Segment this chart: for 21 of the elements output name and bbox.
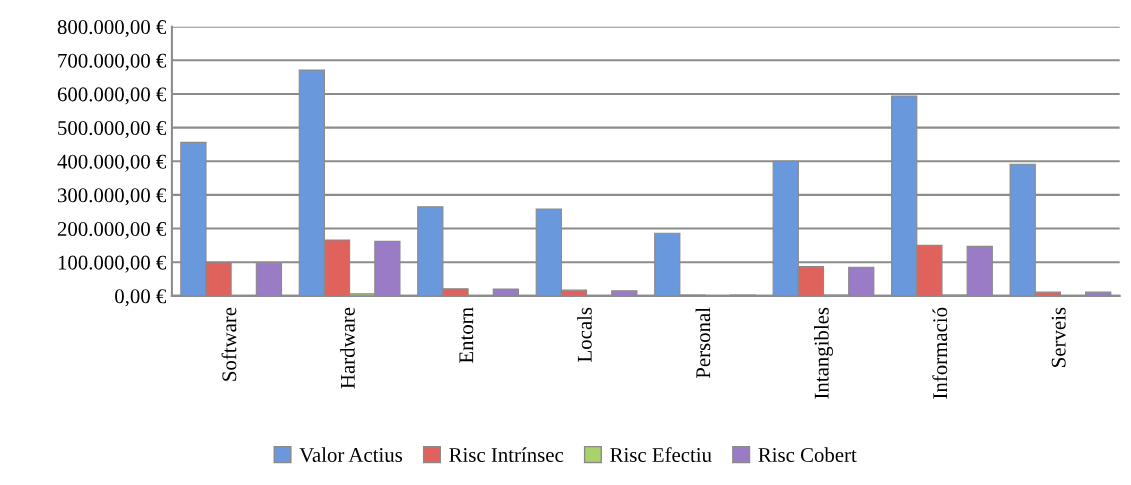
y-tick-label: 0,00 € xyxy=(115,289,167,307)
x-tick-label: Hardware xyxy=(340,307,355,389)
legend-label: Risc Intrínsec xyxy=(449,447,564,463)
x-tick-label: Intangibles xyxy=(814,307,833,399)
x-tick-label: Serveis xyxy=(1051,307,1066,367)
y-tick-label: 800.000,00 € xyxy=(57,20,167,38)
x-tick-label: Locals xyxy=(577,307,592,362)
y-tick-label: 700.000,00 € xyxy=(58,53,167,71)
y-tick-label: 400.000,00 € xyxy=(57,154,167,172)
x-tick-label: Software xyxy=(221,307,237,381)
y-tick-label: 200.000,00 € xyxy=(57,221,167,239)
y-tick-label: 100.000,00 € xyxy=(58,255,167,273)
y-tick-label: 500.000,00 € xyxy=(58,120,167,139)
legend-label: Risc Cobert xyxy=(758,447,857,463)
x-tick-label: Informació xyxy=(932,307,948,399)
legend-label: Risc Efectiu xyxy=(610,447,712,463)
y-tick-label: 300.000,00 € xyxy=(57,188,167,206)
y-tick-label: 600.000,00 € xyxy=(57,87,167,105)
x-tick-label: Personal xyxy=(695,307,711,379)
legend-label: Valor Actius xyxy=(299,447,403,463)
x-tick-label: Entorn xyxy=(459,307,474,364)
